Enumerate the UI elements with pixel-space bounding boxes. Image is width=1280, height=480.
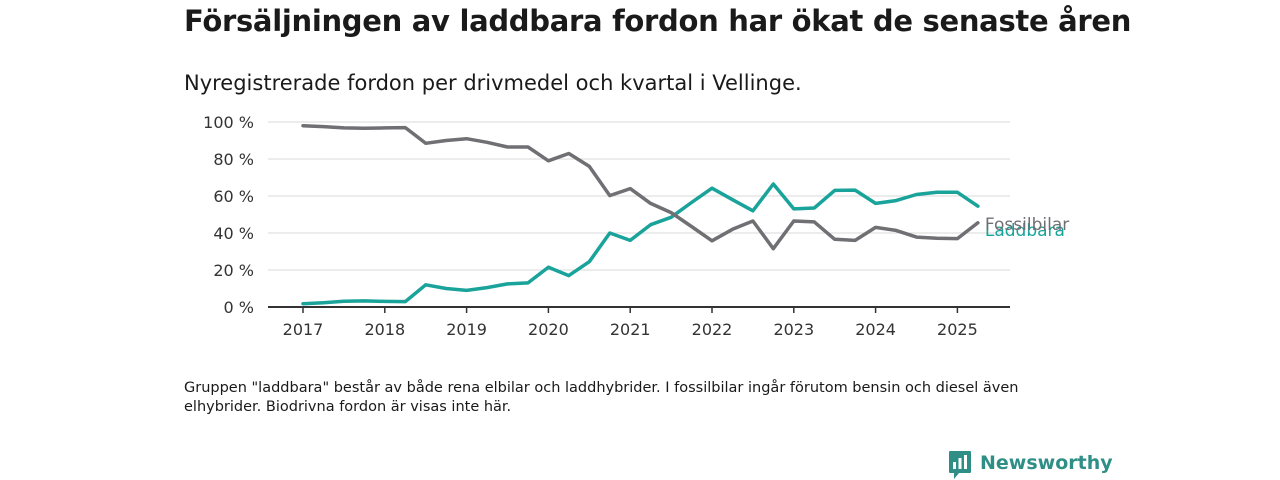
y-tick-label: 0 %: [224, 298, 254, 317]
x-tick-label: 2022: [692, 320, 733, 339]
x-tick-label: 2021: [610, 320, 651, 339]
series-line-fossilbilar: [301, 123, 980, 251]
x-tick-label: 2024: [855, 320, 896, 339]
x-tick-label: 2018: [364, 320, 405, 339]
x-tick-label: 2020: [528, 320, 569, 339]
series-label-fossilbilar: Fossilbilar: [985, 215, 1069, 235]
chart-title: Försäljningen av laddbara fordon har öka…: [184, 4, 1132, 38]
y-tick-label: 40 %: [213, 224, 254, 243]
y-tick-label: 100 %: [203, 113, 254, 132]
y-tick-label: 20 %: [213, 261, 254, 280]
bar-chart-speech-bubble-icon: [949, 451, 971, 479]
series-label-laddbara: Laddbara: [985, 221, 1065, 241]
x-tick-label: 2019: [446, 320, 487, 339]
line-chart: 0 % 20 % 40 % 60 % 80 % 100 % 2017 2018 2019 202…: [203, 113, 1069, 339]
y-axis-ticks: 0 % 20 % 40 % 60 % 80 % 100 %: [203, 113, 254, 317]
x-tick-label: 2023: [773, 320, 814, 339]
y-tick-label: 80 %: [213, 150, 254, 169]
brand-name: Newsworthy: [980, 452, 1113, 474]
x-tick-label: 2025: [937, 320, 978, 339]
footnote: Gruppen "laddbara" består av både rena e…: [184, 380, 1019, 415]
x-tick-label: 2017: [283, 320, 324, 339]
series-line-laddbara: [301, 182, 980, 306]
y-tick-label: 60 %: [213, 187, 254, 206]
x-axis: 2017 2018 2019 2020 2021 2022 2023 2024 2025: [268, 306, 1010, 339]
series-lines: [301, 123, 980, 306]
chart-subtitle: Nyregistrerade fordon per drivmedel och …: [184, 71, 802, 95]
